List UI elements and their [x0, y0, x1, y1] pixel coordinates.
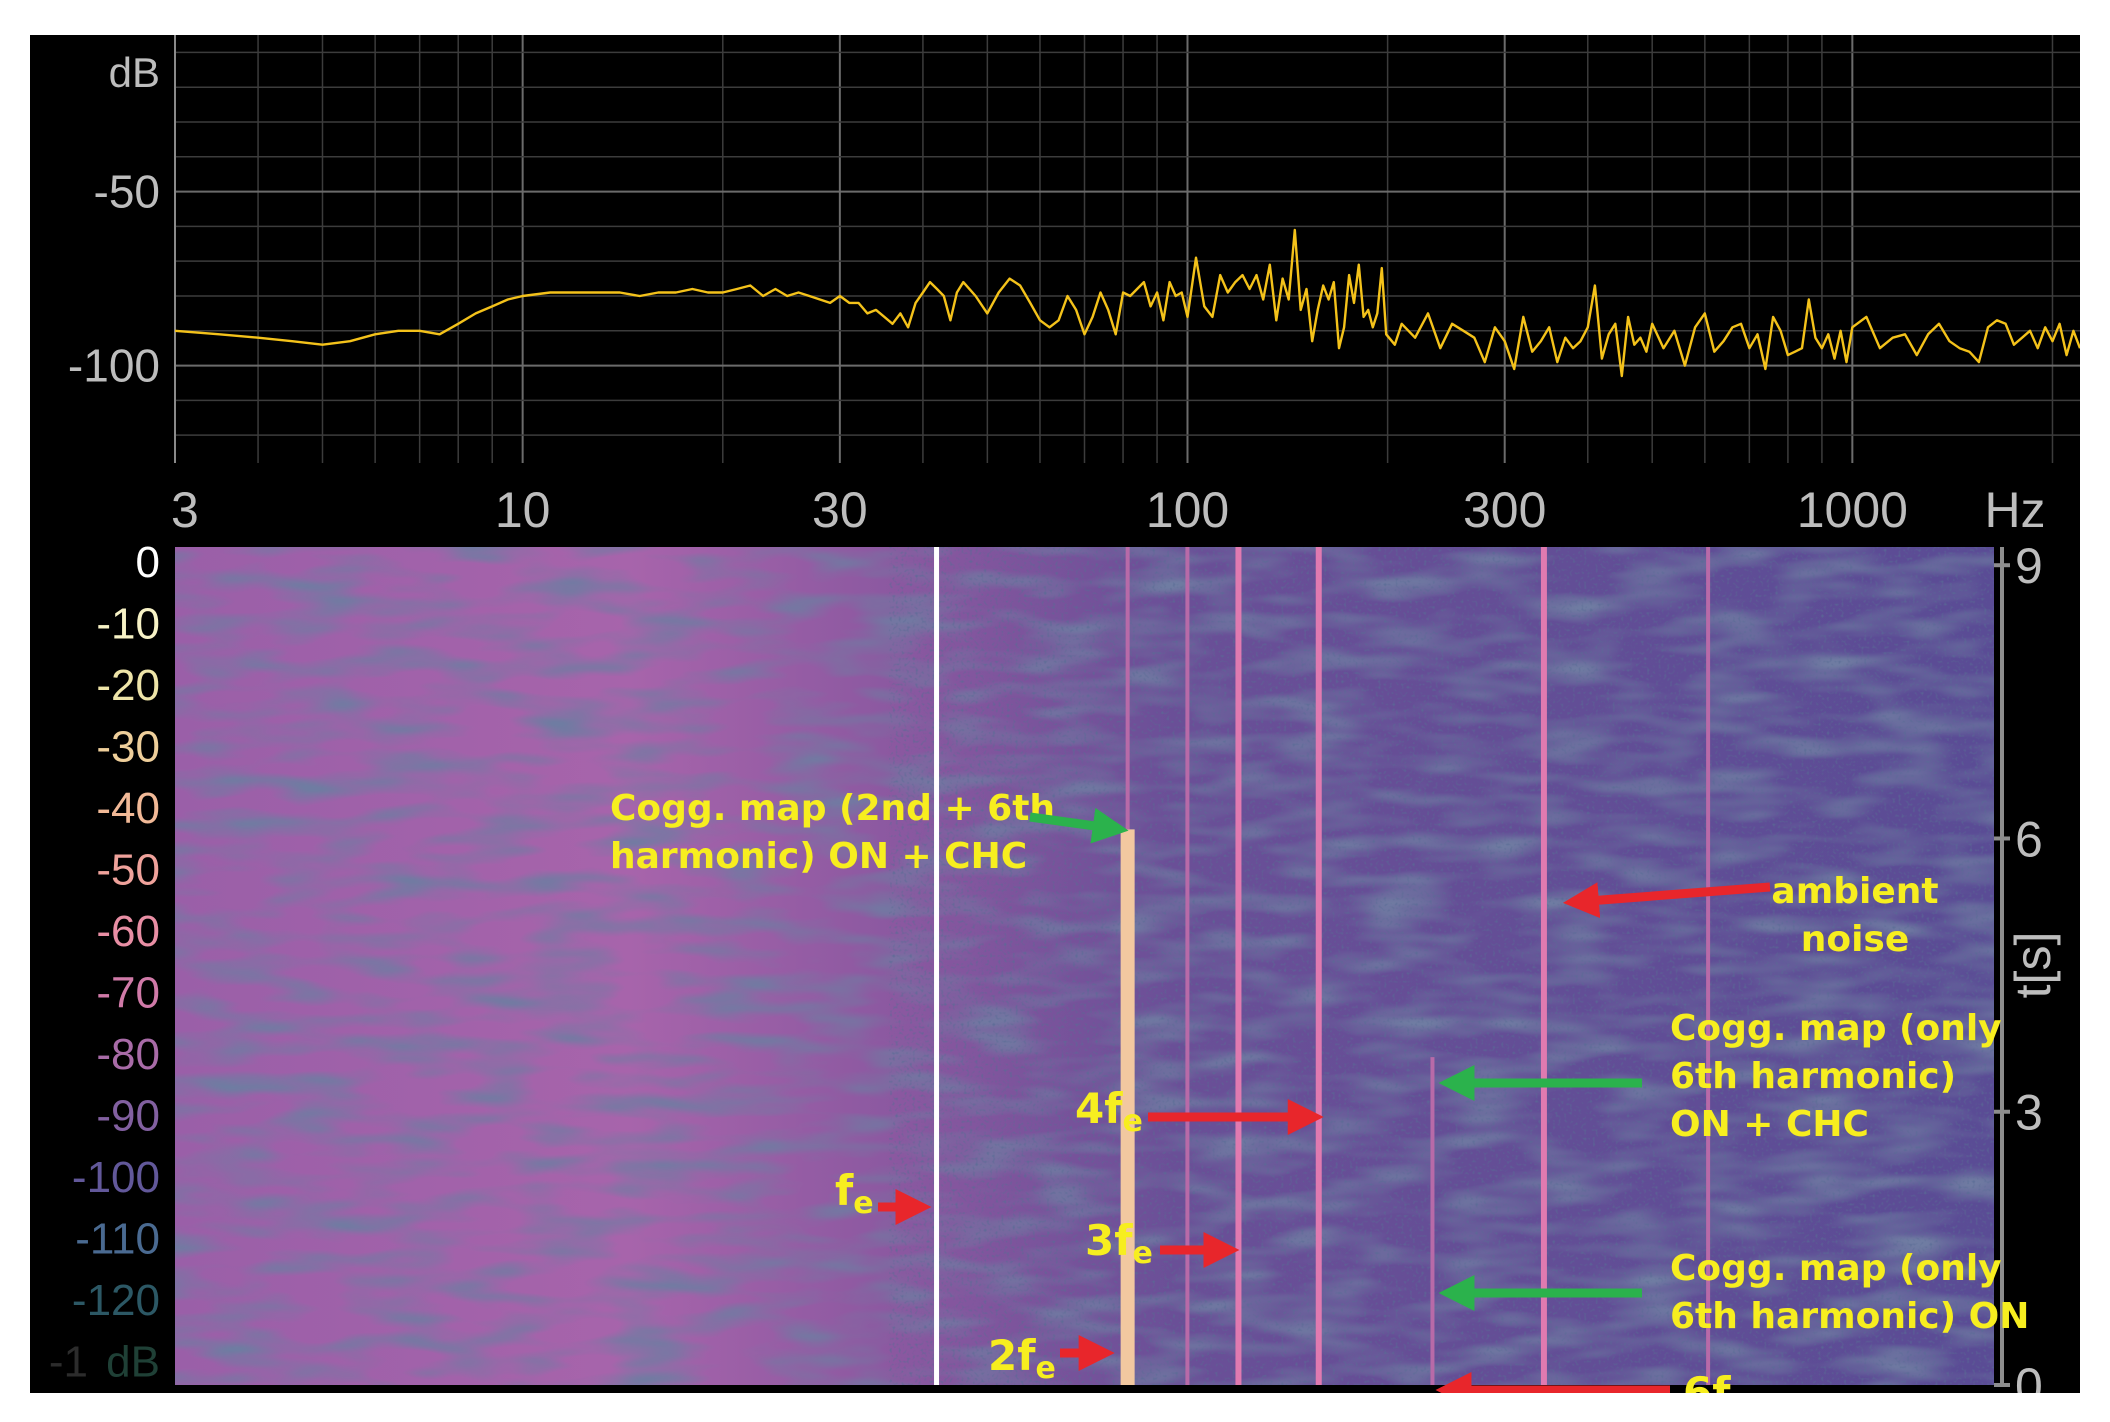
color-scale-stub: -1: [49, 1338, 88, 1387]
y-tick-label: -100: [68, 340, 160, 392]
color-scale-label: -20: [96, 661, 160, 710]
color-scale-label: -110: [75, 1215, 160, 1264]
x-tick-label: 3: [171, 482, 199, 538]
annotation-cogg-map-6th-on: Cogg. map (only 6th harmonic) ON: [1670, 1248, 2029, 1337]
color-scale-label: 0: [136, 538, 160, 587]
color-scale-label: -30: [96, 723, 160, 772]
spectrogram-speckle: [889, 547, 1994, 1385]
spectrogram-layer: [175, 547, 1994, 1385]
color-scale-label: -100: [72, 1153, 160, 1202]
annotation-6fe: 6fe: [1683, 1368, 1751, 1393]
figure-frame: -50 -100 dB 3 10 30 100 300 1000 Hz 0 -10 -20 -30 -40…: [30, 35, 2080, 1393]
y-tick-label: -50: [94, 166, 160, 218]
spectrum-axes: -50 -100 dB 3 10 30 100 300 1000 Hz: [68, 49, 2046, 538]
color-scale-label: -10: [96, 600, 160, 649]
x-unit-label: Hz: [1984, 482, 2045, 538]
annotation-cogg-map-2nd-6th: Cogg. map (2nd + 6th harmonic) ON + CHC: [610, 788, 1055, 877]
annotation-2fe: 2fe: [988, 1331, 1056, 1386]
time-tick-label: 3: [2015, 1085, 2043, 1141]
annotation-ambient-noise: ambient noise: [1771, 871, 1938, 960]
spectrum-line-layer: [174, 228, 2080, 378]
x-tick-label: 30: [812, 482, 868, 538]
x-tick-label: 10: [495, 482, 551, 538]
y-unit-label: dB: [109, 49, 160, 96]
time-tick-label: 6: [2015, 811, 2043, 867]
annotation-4fe: 4fe: [1075, 1084, 1143, 1139]
color-scale: 0 -10 -20 -30 -40 -50 -60 -70 -80 -90 -100 -110 -120…: [49, 538, 160, 1387]
color-scale-label: -120: [72, 1276, 160, 1325]
annotation-3fe: 3fe: [1085, 1216, 1153, 1271]
time-axis: 0 3 6 9 t[s]: [1994, 538, 2061, 1393]
x-tick-label: 1000: [1797, 482, 1908, 538]
color-scale-label: -80: [96, 1030, 160, 1079]
color-scale-label: -60: [96, 907, 160, 956]
x-tick-label: 100: [1146, 482, 1229, 538]
color-scale-label: -70: [96, 969, 160, 1018]
annotation-fe: fe: [835, 1166, 874, 1221]
time-tick-label: 0: [2015, 1358, 2043, 1393]
annotation-arrow-green: [1029, 807, 1129, 844]
spectrum-grid: [174, 35, 2080, 463]
time-axis-label: t[s]: [2005, 932, 2061, 999]
annotation-arrow-red: [1562, 882, 1771, 919]
spectrum-line: [174, 228, 2080, 378]
color-scale-label: -40: [96, 784, 160, 833]
time-tick-label: 9: [2015, 538, 2043, 594]
x-tick-label: 300: [1463, 482, 1546, 538]
color-scale-label: -50: [96, 846, 160, 895]
annotation-cogg-map-6th-chc: Cogg. map (only 6th harmonic) ON + CHC: [1670, 1008, 2002, 1145]
color-scale-label: -90: [96, 1092, 160, 1141]
annotations-layer: Cogg. map (2nd + 6th harmonic) ON + CHC am…: [610, 788, 2029, 1393]
color-scale-label: dB: [106, 1338, 160, 1387]
